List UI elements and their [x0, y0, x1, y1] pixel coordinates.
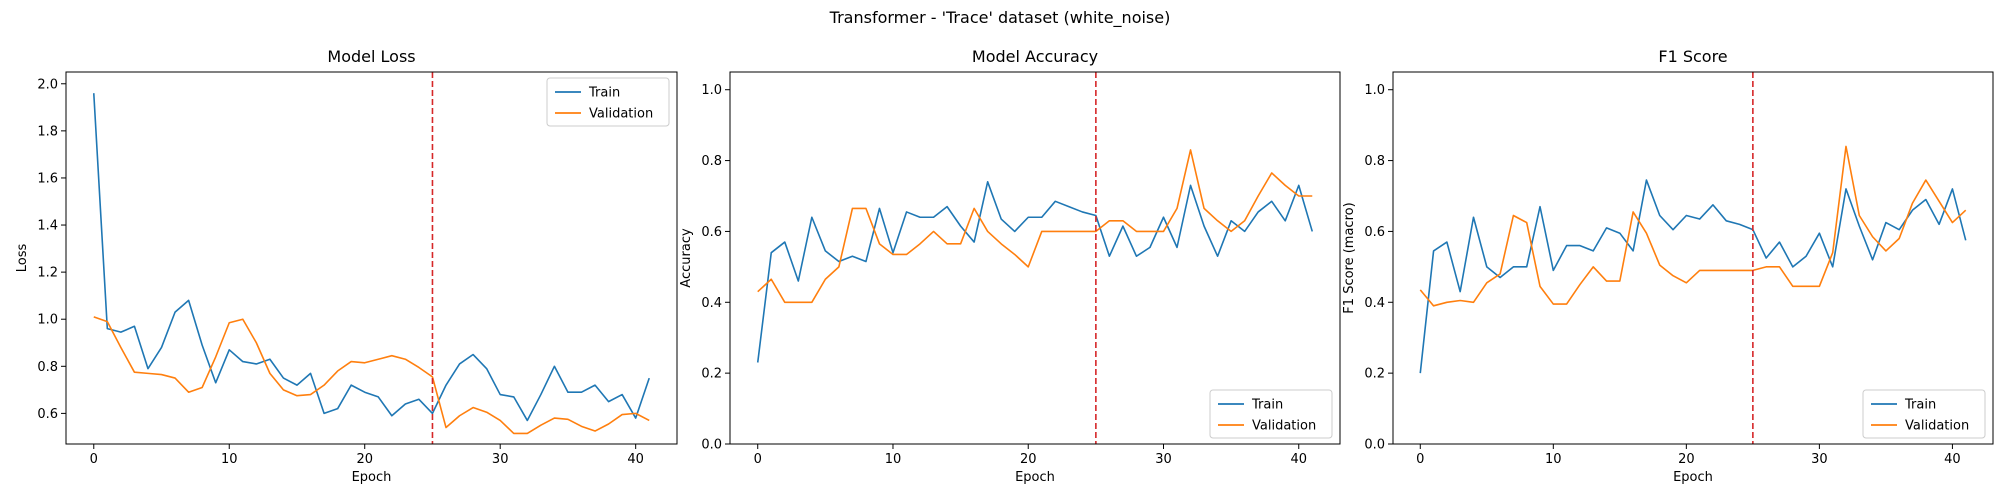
series-line-validation	[1419, 145, 1967, 307]
subplot-title: Model Accuracy	[972, 47, 1098, 66]
y-tick-label: 0.6	[37, 407, 58, 422]
x-tick-label: 10	[221, 452, 238, 467]
series-line-validation	[757, 149, 1313, 304]
x-tick-label: 10	[885, 452, 902, 467]
subplot-title: F1 Score	[1658, 47, 1727, 66]
series-line-train	[756, 181, 1314, 363]
y-tick-label: 1.6	[37, 171, 58, 186]
y-tick-label: 0.6	[1364, 225, 1385, 240]
legend-label: Validation	[589, 107, 653, 122]
legend-label: Train	[588, 86, 620, 101]
x-tick-label: 0	[1416, 452, 1424, 467]
y-tick-label: 0.2	[701, 367, 722, 382]
y-tick-label: 1.8	[37, 124, 58, 139]
subplot-title: Model Loss	[327, 47, 415, 66]
series-line-train	[1419, 179, 1967, 374]
y-tick-label: 0.4	[701, 296, 722, 311]
x-axis-label: Epoch	[1673, 470, 1713, 485]
y-axis-label: Loss	[15, 244, 30, 273]
legend-label: Validation	[1252, 419, 1316, 434]
subplot-3: F1 Score 0 10 20 30 40 0.0 0.2 0.4 0.6 0.8 1.0 Epoch…	[1342, 47, 1994, 485]
subplot-1: Model Loss 0 10 20 30 40 0.6 0.8 1.0 1.2 1.4 1.6 1.8…	[15, 47, 678, 485]
series-line-train	[92, 93, 650, 422]
y-axis-label: F1 Score (macro)	[1342, 202, 1357, 313]
y-tick-label: 0.8	[37, 360, 58, 375]
y-tick-label: 0.0	[1364, 438, 1385, 453]
y-tick-label: 2.0	[37, 77, 58, 92]
subplot-2: Model Accuracy 0 10 20 30 40 0.0 0.2 0.4 0.6 0.8 1.…	[679, 47, 1341, 485]
legend-box	[546, 77, 670, 127]
y-tick-label: 1.0	[37, 313, 58, 328]
y-tick-label: 0.4	[1364, 296, 1385, 311]
x-axis-label: Epoch	[1015, 470, 1055, 485]
x-tick-label: 40	[627, 452, 644, 467]
x-tick-label: 20	[1678, 452, 1695, 467]
x-tick-label: 30	[1811, 452, 1828, 467]
x-tick-label: 10	[1545, 452, 1562, 467]
axes-frame	[729, 71, 1341, 445]
figure-suptitle: Transformer - 'Trace' dataset (white_noi…	[829, 8, 1171, 28]
y-tick-label: 0.0	[701, 438, 722, 453]
y-tick-label: 0.6	[701, 225, 722, 240]
y-tick-label: 1.2	[37, 266, 58, 281]
axes-frame	[1392, 71, 1994, 445]
axes-frame	[65, 71, 678, 445]
x-tick-label: 40	[1290, 452, 1307, 467]
legend-label: Validation	[1905, 419, 1969, 434]
legend: Train Validation	[1209, 389, 1333, 439]
legend: Train Validation	[1862, 389, 1986, 439]
x-axis-label: Epoch	[352, 470, 392, 485]
x-tick-label: 20	[1020, 452, 1037, 467]
y-axis-label: Accuracy	[679, 228, 694, 288]
y-tick-label: 0.8	[1364, 154, 1385, 169]
legend-box	[1209, 389, 1333, 439]
x-tick-label: 30	[492, 452, 509, 467]
y-tick-label: 1.4	[37, 219, 58, 234]
x-tick-label: 0	[754, 452, 762, 467]
legend: Train Validation	[546, 77, 670, 127]
x-tick-label: 30	[1155, 452, 1172, 467]
x-tick-label: 40	[1944, 452, 1961, 467]
subplots: Model Loss 0 10 20 30 40 0.6 0.8 1.0 1.2 1.4 1.6 1.8…	[15, 47, 1994, 485]
x-tick-label: 0	[90, 452, 98, 467]
y-tick-label: 1.0	[701, 83, 722, 98]
legend-box	[1862, 389, 1986, 439]
legend-label: Train	[1251, 398, 1283, 413]
y-tick-label: 1.0	[1364, 83, 1385, 98]
y-tick-label: 0.2	[1364, 367, 1385, 382]
legend-label: Train	[1904, 398, 1936, 413]
x-tick-label: 20	[356, 452, 373, 467]
y-tick-label: 0.8	[701, 154, 722, 169]
series-line-validation	[93, 316, 650, 435]
